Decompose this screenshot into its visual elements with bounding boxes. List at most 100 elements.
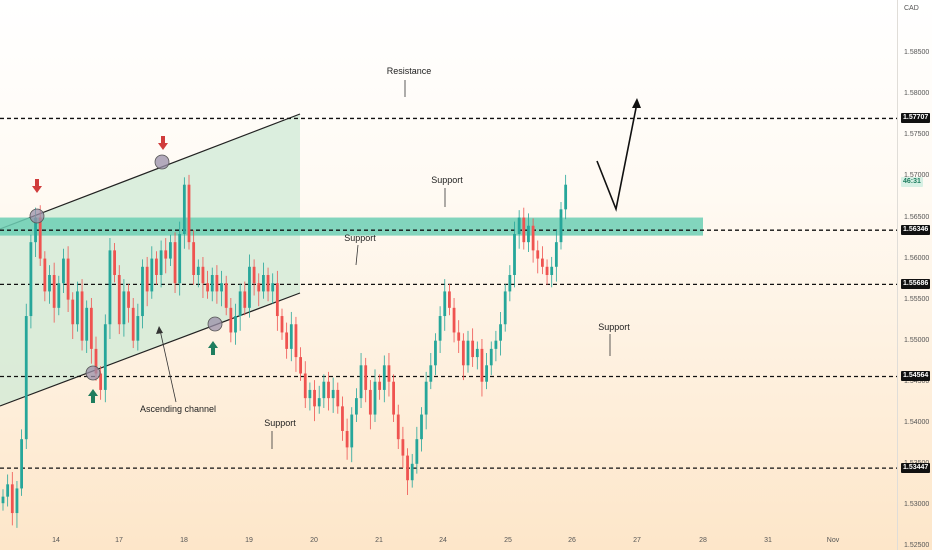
candle-body [196, 266, 200, 275]
candle-body [313, 389, 316, 407]
candle-body [71, 299, 75, 325]
candle-body [294, 324, 298, 358]
candle-body [57, 283, 61, 308]
candle-body [545, 266, 549, 275]
candle-body [15, 488, 19, 514]
support-label-mid: Support [344, 233, 376, 243]
candle-body [280, 316, 284, 333]
time-tick-label: 14 [52, 537, 60, 544]
candle-body [10, 484, 14, 514]
candle-body [178, 233, 182, 284]
candle-body [392, 381, 395, 415]
candle-body [215, 275, 219, 292]
down-marker-stem-0 [35, 179, 39, 186]
candle-body [489, 348, 493, 366]
candle-body [89, 307, 93, 349]
time-tick-label: 17 [115, 537, 123, 544]
channel-pointer-head [156, 326, 163, 334]
candle-body [410, 463, 414, 481]
candle-body [155, 258, 158, 275]
candle-body [159, 250, 163, 275]
price-tick-label: 1.58000 [904, 90, 930, 98]
candle-body [6, 484, 10, 497]
currency-label: CAD [904, 5, 919, 12]
candle-body [234, 316, 237, 333]
up-marker-stem-0 [91, 396, 95, 403]
candle-body [438, 316, 442, 341]
channel-upper-line [0, 113, 301, 230]
time-tick-label: 31 [764, 537, 772, 544]
candle-body [429, 365, 433, 382]
candle-body [327, 381, 330, 399]
time-tick-label: Nov [826, 537, 840, 544]
candle-body [192, 242, 196, 275]
ascending-channel-label: Ascending channel [139, 404, 217, 414]
candle-body [243, 291, 247, 308]
candle-body [536, 250, 540, 259]
candle-body [206, 283, 209, 292]
time-tick-label: 18 [180, 537, 188, 544]
candle-body [201, 266, 205, 284]
candle-body [415, 439, 419, 464]
candle-body [80, 291, 84, 341]
candle-body [117, 275, 121, 325]
candle-body [452, 307, 456, 333]
candle-body [471, 340, 475, 358]
candle-body [238, 291, 242, 317]
candle-body [224, 283, 228, 308]
candle-body [52, 275, 56, 308]
support-label-lower: Support [264, 418, 296, 428]
channel-pointer [159, 329, 177, 403]
candle-body [94, 348, 98, 374]
candle-body [229, 307, 233, 333]
candle-body [131, 307, 135, 341]
candle-body [108, 250, 112, 325]
touch-circle-3 [207, 316, 223, 332]
candle-body [550, 266, 554, 275]
resistance-label: Resistance [386, 66, 432, 76]
candle-body [559, 209, 563, 243]
candle-body [424, 381, 428, 415]
candle-body [20, 439, 23, 489]
price-axis[interactable] [897, 0, 932, 550]
price-tick-label: 1.58500 [904, 49, 930, 57]
candle-body [145, 266, 149, 292]
candle-body [141, 266, 144, 317]
price-tick-label: 1.54500 [904, 377, 930, 385]
candle-body [527, 225, 530, 243]
price-tick-label: 1.54000 [904, 418, 930, 426]
candle-body [85, 307, 89, 341]
down-arrow-icon [158, 143, 168, 150]
projection-arrowhead [632, 98, 641, 108]
level-price-badge: 1.55686 [901, 279, 931, 290]
price-tick-label: 1.57500 [904, 131, 930, 139]
candle-body [406, 455, 409, 481]
candle-body [331, 389, 335, 399]
candle-body [262, 275, 265, 292]
candle-body [517, 217, 521, 234]
candle-body [480, 348, 484, 382]
price-tick-label: 1.57000 [904, 172, 930, 180]
price-plot[interactable] [0, 0, 897, 550]
channel-lower-line [0, 292, 301, 407]
price-tick-label: 1.52500 [904, 541, 930, 549]
candle-body [466, 340, 470, 366]
candle-body [317, 398, 321, 407]
candle-body [169, 242, 172, 259]
price-tick-label: 1.55000 [904, 336, 930, 344]
level-price-badge: 1.57707 [901, 113, 931, 124]
candle-body [503, 291, 507, 325]
candle-body [1, 496, 5, 504]
candle-body [113, 250, 116, 275]
level-price-badge: 1.53447 [901, 463, 931, 474]
time-tick-label: 21 [375, 537, 383, 544]
candle-body [34, 217, 37, 243]
candle-body [513, 233, 516, 275]
candle-body [401, 439, 405, 456]
candle-body [164, 250, 168, 259]
candle-body [266, 275, 270, 292]
candle-body [461, 340, 465, 366]
down-marker-stem-1 [161, 136, 165, 143]
candle-body [103, 324, 107, 390]
